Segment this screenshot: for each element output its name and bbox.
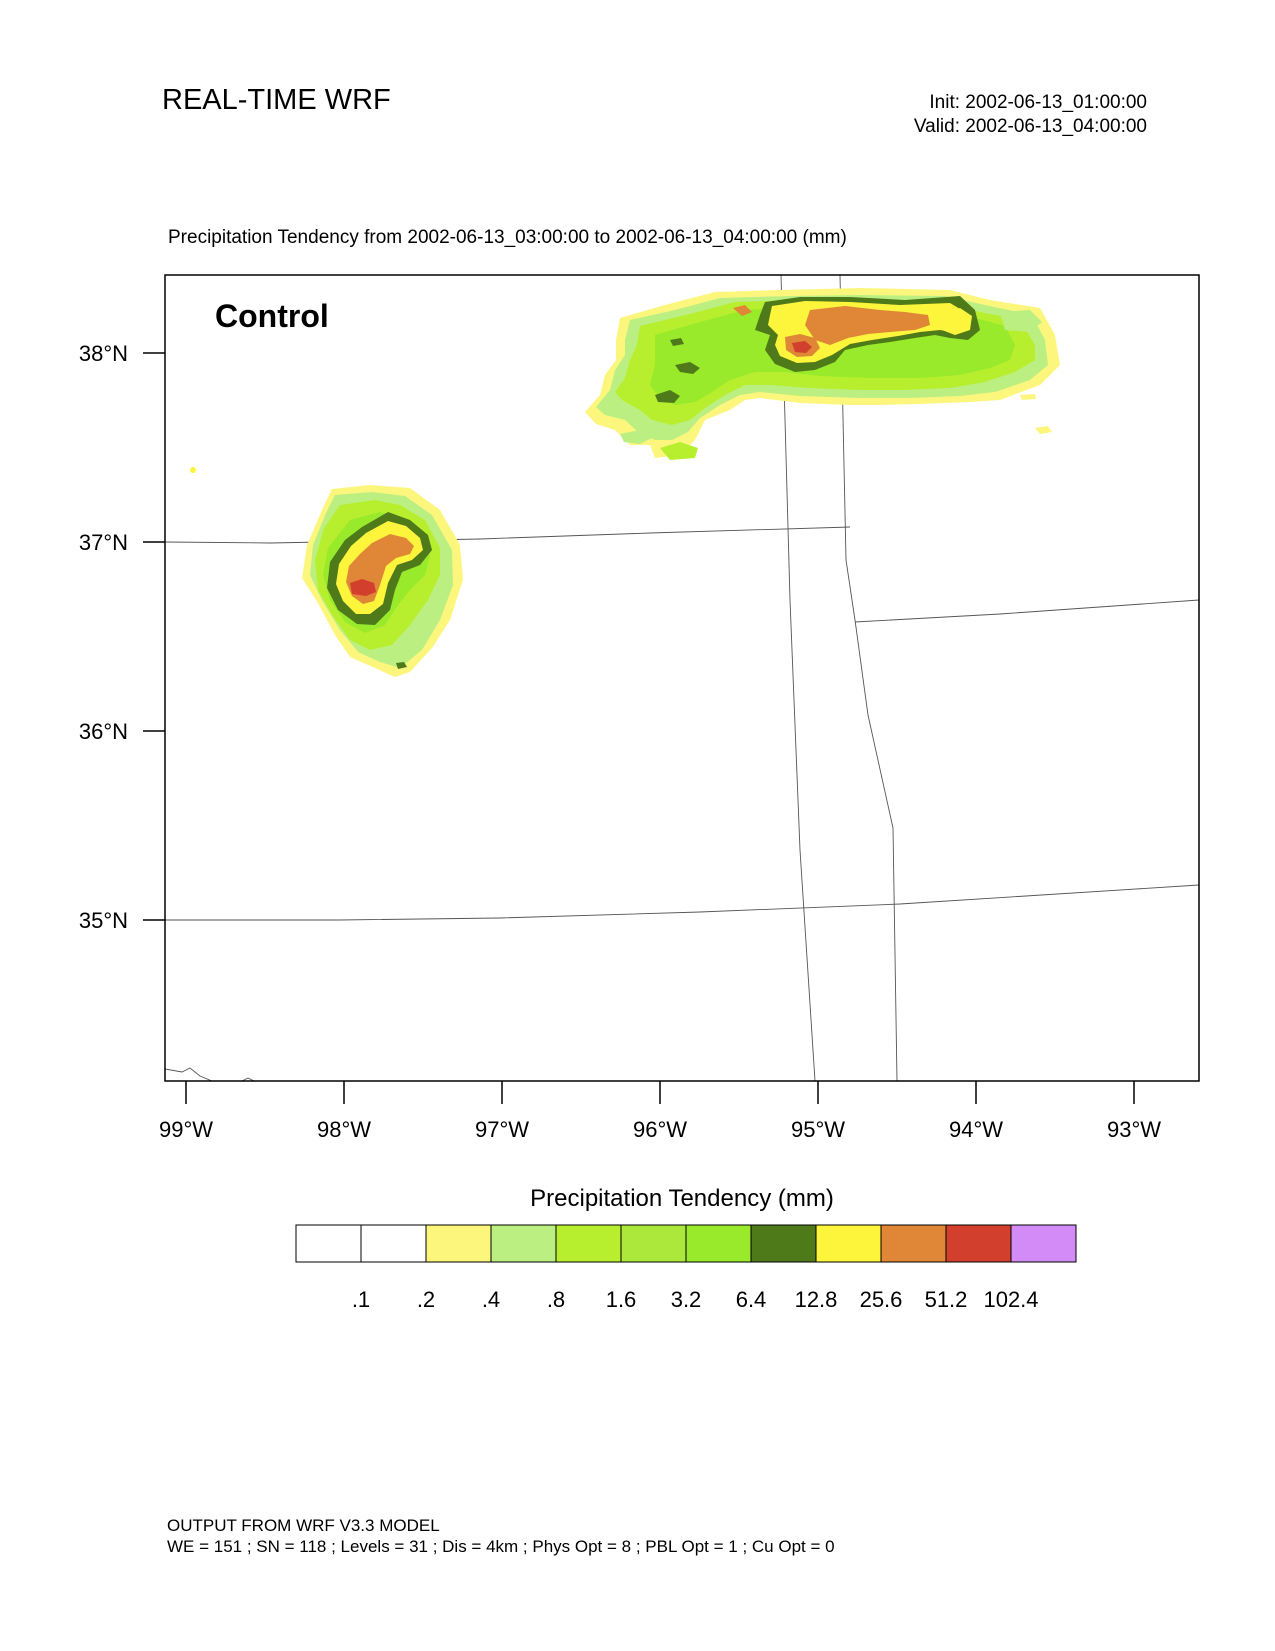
storm-band-northeast xyxy=(585,288,1060,460)
lat-label-35: 35°N xyxy=(79,908,128,933)
lat-label-36: 36°N xyxy=(79,719,128,744)
lon-label-97: 97°W xyxy=(475,1117,529,1142)
lon-label-99: 99°W xyxy=(159,1117,213,1142)
main-title: REAL-TIME WRF xyxy=(162,84,391,116)
colorbar-swatch xyxy=(555,1224,622,1263)
colorbar-level-label: .4 xyxy=(482,1287,500,1312)
colorbar-swatch xyxy=(425,1224,492,1263)
colorbar-level-label: .2 xyxy=(417,1287,435,1312)
border-missouri-arkansas xyxy=(854,599,1199,623)
plot-frame xyxy=(164,274,1200,1082)
colorbar-swatch xyxy=(1010,1224,1077,1263)
lat-ticks xyxy=(143,352,165,921)
state-boundaries xyxy=(165,275,1199,1081)
plot-subtitle: Precipitation Tendency from 2002-06-13_0… xyxy=(168,227,847,248)
colorbar-level-label: .1 xyxy=(352,1287,370,1312)
precipitation-field xyxy=(165,275,1199,1081)
colorbar-swatch xyxy=(685,1224,752,1263)
coast-fragment xyxy=(165,1067,213,1081)
footer-run-params: WE = 151 ; SN = 118 ; Levels = 31 ; Dis … xyxy=(167,1537,835,1556)
colorbar-swatch xyxy=(490,1224,557,1263)
colorbar-level-label: 1.6 xyxy=(606,1287,637,1312)
colorbar xyxy=(295,1224,1077,1263)
lon-label-98: 98°W xyxy=(317,1117,371,1142)
lon-labels: 99°W 98°W 97°W 96°W 95°W 94°W 93°W xyxy=(159,1117,1161,1142)
lat-label-38: 38°N xyxy=(79,341,128,366)
colorbar-swatch xyxy=(945,1224,1012,1263)
init-time: Init: 2002-06-13_01:00:00 xyxy=(929,92,1147,113)
lon-label-95: 95°W xyxy=(791,1117,845,1142)
colorbar-swatch xyxy=(750,1224,817,1263)
lon-label-96: 96°W xyxy=(633,1117,687,1142)
colorbar-swatch xyxy=(360,1224,427,1263)
border-oklahoma-arkansas-west xyxy=(780,275,816,1081)
lon-label-93: 93°W xyxy=(1107,1117,1161,1142)
border-oklahoma-texas xyxy=(165,884,1199,921)
lon-ticks xyxy=(185,1081,1135,1104)
colorbar-level-label: 51.2 xyxy=(925,1287,968,1312)
storm-cell-west xyxy=(190,467,463,677)
colorbar-level-label: .8 xyxy=(547,1287,565,1312)
colorbar-title: Precipitation Tendency (mm) xyxy=(530,1185,834,1212)
colorbar-level-label: 6.4 xyxy=(736,1287,767,1312)
colorbar-level-label: 102.4 xyxy=(983,1287,1038,1312)
lon-label-94: 94°W xyxy=(949,1117,1003,1142)
lat-labels: 38°N 37°N 36°N 35°N xyxy=(79,341,128,933)
colorbar-level-label: 25.6 xyxy=(860,1287,903,1312)
colorbar-swatch xyxy=(620,1224,687,1263)
panel-label: Control xyxy=(215,298,329,334)
border-missouri-arkansas-east xyxy=(839,275,898,1081)
colorbar-swatch xyxy=(295,1224,362,1263)
border-kansas-oklahoma xyxy=(165,526,851,544)
colorbar-level-label: 3.2 xyxy=(671,1287,702,1312)
colorbar-swatch xyxy=(815,1224,882,1263)
colorbar-labels: .1 .2 .4 .8 1.6 3.2 6.4 12.8 25.6 51.2 102.4 xyxy=(352,1287,1039,1312)
lat-label-37: 37°N xyxy=(79,530,128,555)
footer-model-info: OUTPUT FROM WRF V3.3 MODEL xyxy=(167,1516,440,1535)
valid-time: Valid: 2002-06-13_04:00:00 xyxy=(913,116,1147,137)
colorbar-swatch xyxy=(880,1224,947,1263)
colorbar-level-label: 12.8 xyxy=(795,1287,838,1312)
coast-fragment-2 xyxy=(241,1077,255,1081)
